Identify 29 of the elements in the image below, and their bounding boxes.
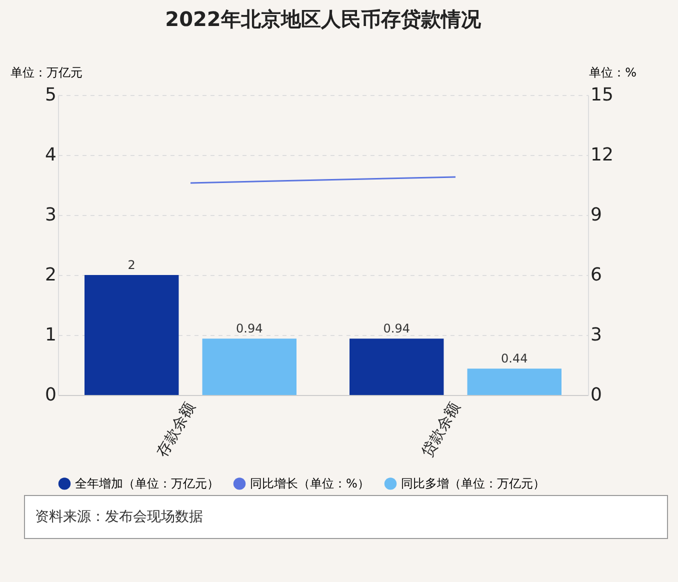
data-label: 0.44: [501, 352, 528, 366]
legend-label: 全年增加（单位：万亿元）: [75, 476, 219, 491]
text: 资料来源：发布会现场数据: [24, 495, 668, 539]
y2-tick-label: 15: [590, 84, 614, 106]
bar: [350, 338, 444, 395]
x-tick-label: 贷款余额: [418, 399, 464, 460]
data-label: 0.94: [383, 322, 410, 336]
y2-tick-label: 6: [590, 264, 602, 286]
data-label: 0.94: [236, 322, 263, 336]
y-tick-label: 3: [45, 204, 56, 226]
y-tick-label: 1: [45, 324, 56, 346]
y-tick-label: 2: [45, 264, 56, 286]
chart-title: 2022年北京地区人民币存贷款情况: [165, 7, 482, 31]
y-tick-label: 5: [45, 84, 56, 106]
y2-axis-title: 单位：%: [589, 66, 636, 80]
legend-label: 同比增长（单位：%）: [250, 476, 370, 491]
y-tick-label: 0: [45, 384, 56, 406]
bar: [467, 368, 562, 395]
x-tick-label: 存款余额: [152, 399, 198, 460]
y2-tick-label: 0: [590, 384, 602, 406]
y2-tick-label: 9: [590, 204, 602, 226]
legend-label: 同比多增（单位：万亿元）: [401, 476, 545, 491]
y2-tick-label: 12: [590, 144, 614, 166]
y2-tick-label: 3: [590, 324, 602, 346]
y-axis-title: 单位：万亿元: [10, 66, 82, 80]
data-label: 2: [128, 258, 136, 272]
bar: [84, 275, 179, 395]
bar: [202, 338, 296, 395]
y-tick-label: 4: [45, 144, 56, 166]
